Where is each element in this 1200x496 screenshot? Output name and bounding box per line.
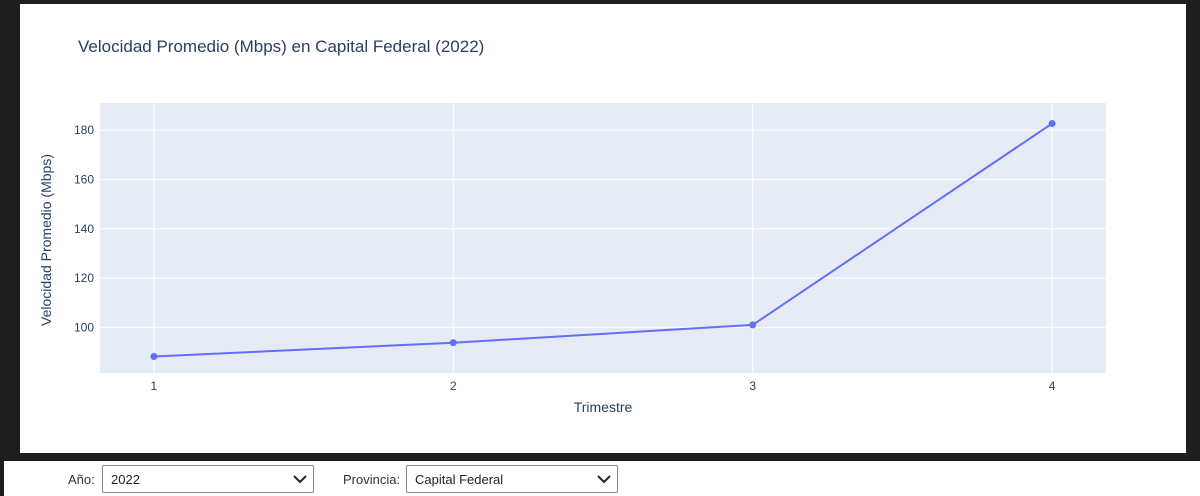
y-tick-label: 180 xyxy=(74,123,94,137)
x-axis-title: Trimestre xyxy=(574,399,633,415)
x-tick-label: 1 xyxy=(151,379,158,393)
data-point xyxy=(749,321,757,329)
chevron-down-icon xyxy=(293,475,307,484)
line-chart: Velocidad Promedio (Mbps) en Capital Fed… xyxy=(38,37,1106,415)
data-markers xyxy=(150,119,1056,360)
province-select-value: Capital Federal xyxy=(415,472,504,487)
data-point xyxy=(150,352,158,360)
year-label: Año: xyxy=(68,472,95,487)
y-tick-label: 100 xyxy=(74,320,94,334)
data-point xyxy=(449,339,457,347)
province-label: Provincia: xyxy=(343,472,401,487)
chart-title: Velocidad Promedio (Mbps) en Capital Fed… xyxy=(78,37,484,56)
data-point xyxy=(1048,119,1056,127)
x-tick-label: 2 xyxy=(450,379,457,393)
y-tick-label: 160 xyxy=(74,172,94,186)
x-tick-label: 4 xyxy=(1049,379,1056,393)
y-axis-ticks: 100 120 140 160 180 xyxy=(74,123,94,334)
series-line xyxy=(153,122,1053,358)
x-axis-ticks: 1 2 3 4 xyxy=(151,379,1056,393)
x-tick-label: 3 xyxy=(749,379,756,393)
chevron-down-icon xyxy=(597,475,611,484)
province-select[interactable]: Capital Federal xyxy=(406,465,618,493)
y-tick-label: 120 xyxy=(74,271,94,285)
filter-controls: Año: 2022 Provincia: Capital Federal xyxy=(4,461,1200,496)
y-axis-title: Velocidad Promedio (Mbps) xyxy=(38,154,54,326)
y-tick-label: 140 xyxy=(74,222,94,236)
plot-area xyxy=(100,103,1106,373)
year-select[interactable]: 2022 xyxy=(102,465,314,493)
year-select-value: 2022 xyxy=(111,472,140,487)
chart-panel: Velocidad Promedio (Mbps) en Capital Fed… xyxy=(20,4,1186,453)
grid-lines xyxy=(100,103,1106,373)
